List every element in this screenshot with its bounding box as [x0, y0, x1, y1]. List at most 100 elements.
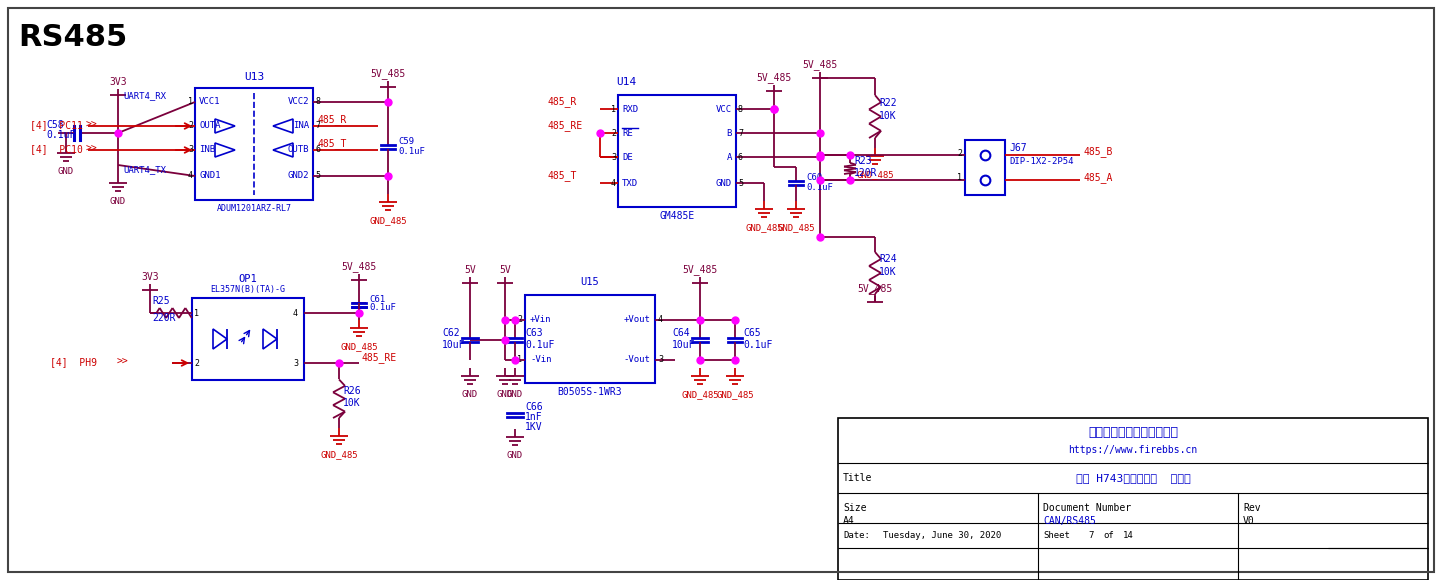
Text: 5V_485: 5V_485	[858, 283, 893, 294]
Text: 1: 1	[518, 356, 522, 364]
Text: of: of	[1103, 531, 1113, 541]
Text: GND: GND	[508, 451, 523, 460]
Text: DIP-1X2-2P54: DIP-1X2-2P54	[1009, 158, 1073, 166]
Text: R25: R25	[151, 296, 170, 306]
Text: 野火 H743驱动控制板  原理图: 野火 H743驱动控制板 原理图	[1076, 473, 1191, 483]
Text: R23: R23	[854, 156, 871, 166]
Text: -Vin: -Vin	[531, 356, 551, 364]
Bar	[525, 295, 655, 383]
Text: 0.1uF: 0.1uF	[369, 303, 397, 313]
Text: 3: 3	[658, 356, 663, 364]
Text: R26: R26	[343, 386, 360, 396]
Text: [4]  PC11: [4] PC11	[30, 120, 82, 130]
Text: EL357N(B)(TA)-G: EL357N(B)(TA)-G	[211, 285, 286, 294]
Text: V0: V0	[1243, 516, 1255, 526]
Bar	[838, 418, 1428, 580]
Text: C65: C65	[743, 328, 760, 338]
Text: 1: 1	[195, 309, 199, 317]
Bar	[195, 88, 313, 200]
Text: C62: C62	[443, 328, 460, 338]
Text: 0.1uF: 0.1uF	[398, 147, 425, 155]
Text: 5V_485: 5V_485	[342, 261, 376, 272]
Text: 485_RE: 485_RE	[548, 121, 583, 132]
Text: 485_T: 485_T	[548, 171, 577, 182]
Text: DE: DE	[622, 153, 633, 161]
Text: 6: 6	[738, 153, 743, 161]
Text: 10K: 10K	[880, 111, 897, 121]
Text: 1KV: 1KV	[525, 422, 542, 432]
Text: 5: 5	[314, 172, 320, 180]
Text: GM485E: GM485E	[659, 211, 695, 221]
Text: INA: INA	[293, 121, 309, 130]
Text: U15: U15	[581, 277, 600, 287]
Text: GND1: GND1	[199, 172, 221, 180]
Text: 3: 3	[611, 153, 616, 161]
Text: 10uF: 10uF	[672, 340, 695, 350]
Text: Date:: Date:	[844, 531, 870, 541]
Text: 1: 1	[957, 173, 962, 183]
Text: 120R: 120R	[854, 168, 878, 178]
Text: CAN/RS485: CAN/RS485	[1043, 516, 1096, 526]
Text: ADUM1201ARZ-RL7: ADUM1201ARZ-RL7	[216, 204, 291, 213]
Text: C59: C59	[398, 137, 414, 147]
Text: GND: GND	[58, 167, 74, 176]
Text: Title: Title	[844, 473, 872, 483]
Text: 5V: 5V	[499, 265, 510, 275]
Text: C58: C58	[46, 120, 63, 130]
Text: U13: U13	[244, 72, 264, 82]
Text: -Vout: -Vout	[623, 356, 650, 364]
Text: >>: >>	[87, 144, 98, 154]
Text: >>: >>	[87, 120, 98, 130]
Text: C61: C61	[369, 295, 385, 305]
Text: 6: 6	[314, 146, 320, 154]
Text: >>: >>	[117, 357, 128, 367]
Text: GND: GND	[715, 179, 733, 187]
Text: VCC1: VCC1	[199, 97, 221, 107]
Text: 3V3: 3V3	[110, 77, 127, 87]
Text: R24: R24	[880, 254, 897, 264]
Text: 7: 7	[1089, 531, 1093, 541]
Text: 7: 7	[738, 129, 743, 137]
Text: GND_485: GND_485	[340, 342, 378, 351]
Text: 5V_485: 5V_485	[757, 72, 792, 83]
Text: [4]  PC10: [4] PC10	[30, 144, 82, 154]
Text: 10K: 10K	[343, 398, 360, 408]
Text: 0.1uF: 0.1uF	[806, 183, 833, 191]
Text: GND_485: GND_485	[746, 223, 783, 232]
Text: 5V: 5V	[464, 265, 476, 275]
Text: 485_RE: 485_RE	[362, 353, 397, 364]
Text: 1: 1	[187, 97, 193, 107]
Text: GND_485: GND_485	[320, 450, 358, 459]
Text: RXD: RXD	[622, 104, 639, 114]
Text: J67: J67	[1009, 143, 1027, 153]
Text: +Vout: +Vout	[623, 316, 650, 324]
Text: OUTA: OUTA	[199, 121, 221, 130]
Text: A4: A4	[844, 516, 855, 526]
Text: 2: 2	[611, 129, 616, 137]
Text: GND: GND	[461, 390, 479, 399]
Text: RE: RE	[622, 129, 633, 137]
Text: Rev: Rev	[1243, 503, 1260, 513]
Text: TXD: TXD	[622, 179, 639, 187]
Text: 4: 4	[658, 316, 663, 324]
Text: GND2: GND2	[287, 172, 309, 180]
Text: https://www.firebbs.cn: https://www.firebbs.cn	[1069, 445, 1198, 455]
Text: 485_R: 485_R	[319, 114, 348, 125]
Text: GND_485: GND_485	[777, 223, 815, 232]
Text: 7: 7	[314, 121, 320, 130]
Text: VCC2: VCC2	[287, 97, 309, 107]
Text: 3V3: 3V3	[141, 272, 159, 282]
Text: 4: 4	[293, 309, 298, 317]
Text: 5V_485: 5V_485	[802, 59, 838, 70]
Text: C66: C66	[525, 402, 542, 412]
Text: 220R: 220R	[151, 313, 176, 323]
Text: 14: 14	[1123, 531, 1133, 541]
Text: C60: C60	[806, 173, 822, 183]
Text: 0.1uF: 0.1uF	[743, 340, 773, 350]
Text: Document Number: Document Number	[1043, 503, 1131, 513]
Text: 485_T: 485_T	[319, 139, 348, 150]
Text: UART4_TX: UART4_TX	[123, 165, 166, 175]
Text: Tuesday, June 30, 2020: Tuesday, June 30, 2020	[883, 531, 1001, 541]
Text: GND_485: GND_485	[717, 390, 754, 399]
Text: OUTB: OUTB	[287, 146, 309, 154]
